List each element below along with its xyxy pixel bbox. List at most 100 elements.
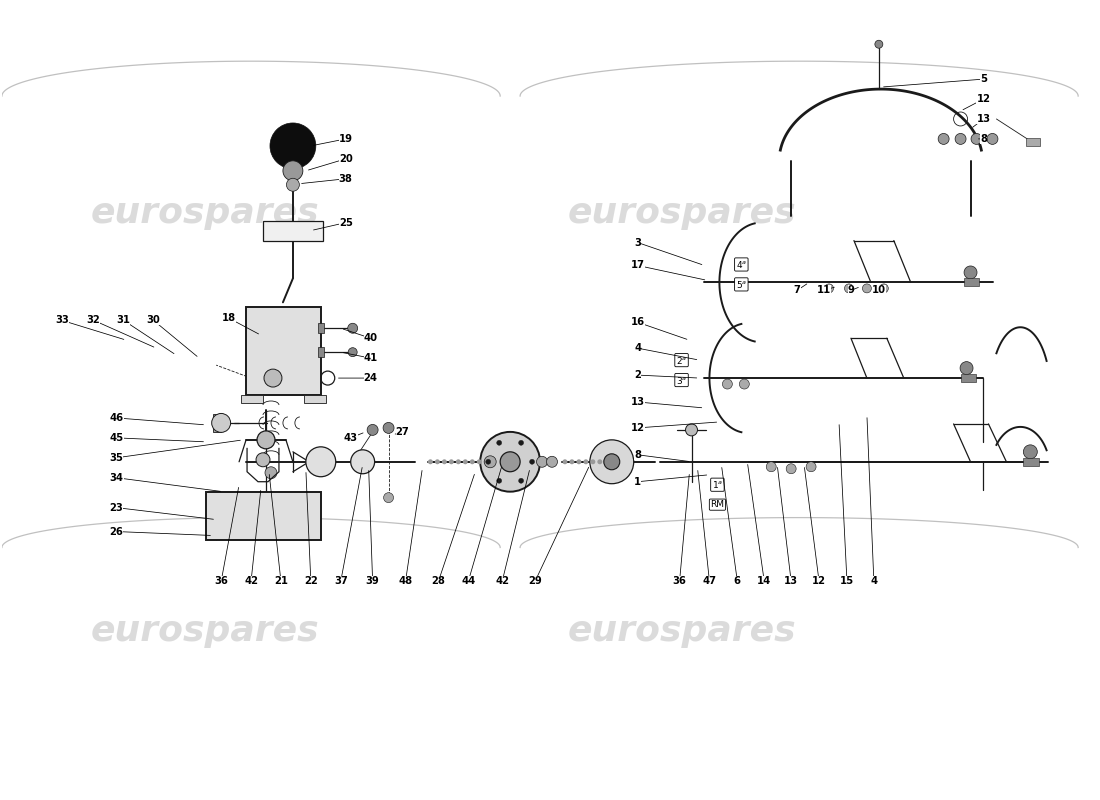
Text: 48: 48 [398,576,412,586]
Circle shape [497,440,502,446]
Circle shape [1023,445,1037,458]
Text: 34: 34 [110,473,123,482]
Circle shape [348,323,358,334]
Circle shape [434,459,440,464]
Text: 36: 36 [214,576,228,586]
Text: 26: 26 [110,526,123,537]
Text: 11: 11 [817,286,832,295]
Circle shape [211,414,231,432]
Bar [318,347,323,357]
Text: 8: 8 [980,134,987,144]
Text: 2: 2 [635,370,641,380]
Circle shape [256,453,270,466]
Bar [960,374,976,382]
Text: $2^a$: $2^a$ [675,354,688,366]
Text: 18: 18 [222,314,236,323]
Circle shape [971,134,982,144]
Text: 23: 23 [110,502,123,513]
Circle shape [874,40,883,48]
Bar [1026,138,1041,146]
Text: 22: 22 [304,576,318,586]
Text: 12: 12 [812,576,826,586]
Text: $3^a$: $3^a$ [675,374,688,386]
Text: 28: 28 [431,576,446,586]
Text: 47: 47 [703,576,716,586]
Text: 36: 36 [672,576,686,586]
Circle shape [383,422,394,434]
Circle shape [597,459,603,464]
Text: 12: 12 [630,423,645,433]
Circle shape [518,478,524,483]
Circle shape [455,459,461,464]
Circle shape [604,454,619,470]
Circle shape [825,284,834,293]
Circle shape [987,134,998,144]
Text: $5^a$: $5^a$ [736,279,747,290]
Circle shape [442,459,447,464]
Bar [304,395,326,403]
Text: 10: 10 [872,286,886,295]
Text: eurospares: eurospares [90,196,319,230]
Circle shape [484,456,496,468]
Text: 12: 12 [977,94,990,104]
Circle shape [463,459,467,464]
Text: 40: 40 [364,334,377,343]
Circle shape [591,459,595,464]
Text: 13: 13 [784,576,799,586]
Bar [246,307,321,395]
Text: 5: 5 [980,74,987,84]
Circle shape [529,459,535,464]
Text: 39: 39 [365,576,380,586]
Circle shape [351,450,375,474]
Text: 19: 19 [339,134,353,144]
Text: 1: 1 [634,477,641,486]
Text: 9: 9 [847,286,855,295]
Bar [241,395,263,403]
Text: 7: 7 [794,286,801,295]
Circle shape [500,452,520,472]
Text: 20: 20 [339,154,353,164]
Text: 42: 42 [495,576,509,586]
Text: 38: 38 [339,174,353,184]
Text: 3: 3 [635,238,641,247]
Circle shape [955,134,966,144]
Text: eurospares: eurospares [568,196,796,230]
Bar [1023,458,1040,466]
Text: 29: 29 [528,576,542,586]
Text: 27: 27 [396,427,409,437]
Text: 13: 13 [977,114,990,124]
Text: 31: 31 [117,315,131,326]
Circle shape [862,284,871,293]
Text: 46: 46 [109,413,123,423]
Text: 44: 44 [461,576,475,586]
Circle shape [562,459,568,464]
Circle shape [806,462,816,472]
Text: eurospares: eurospares [90,614,319,648]
Circle shape [476,459,482,464]
Circle shape [349,348,358,357]
Circle shape [286,178,299,191]
Text: 4: 4 [634,343,641,353]
Circle shape [879,284,889,293]
Circle shape [518,440,524,446]
Text: 37: 37 [334,576,348,586]
Circle shape [570,459,574,464]
Circle shape [367,425,378,435]
Circle shape [739,379,749,389]
Text: 25: 25 [339,218,353,228]
Text: 41: 41 [363,353,377,363]
Circle shape [845,284,854,293]
Text: 35: 35 [110,453,123,462]
Text: 16: 16 [630,318,645,327]
Bar [964,278,979,286]
Bar [213,414,221,432]
Circle shape [484,459,488,464]
Circle shape [964,266,977,279]
Text: 42: 42 [244,576,258,586]
Text: 33: 33 [55,315,68,326]
Text: 45: 45 [109,433,123,443]
Bar [318,323,323,334]
Circle shape [960,362,974,374]
Circle shape [470,459,475,464]
Circle shape [938,134,949,144]
